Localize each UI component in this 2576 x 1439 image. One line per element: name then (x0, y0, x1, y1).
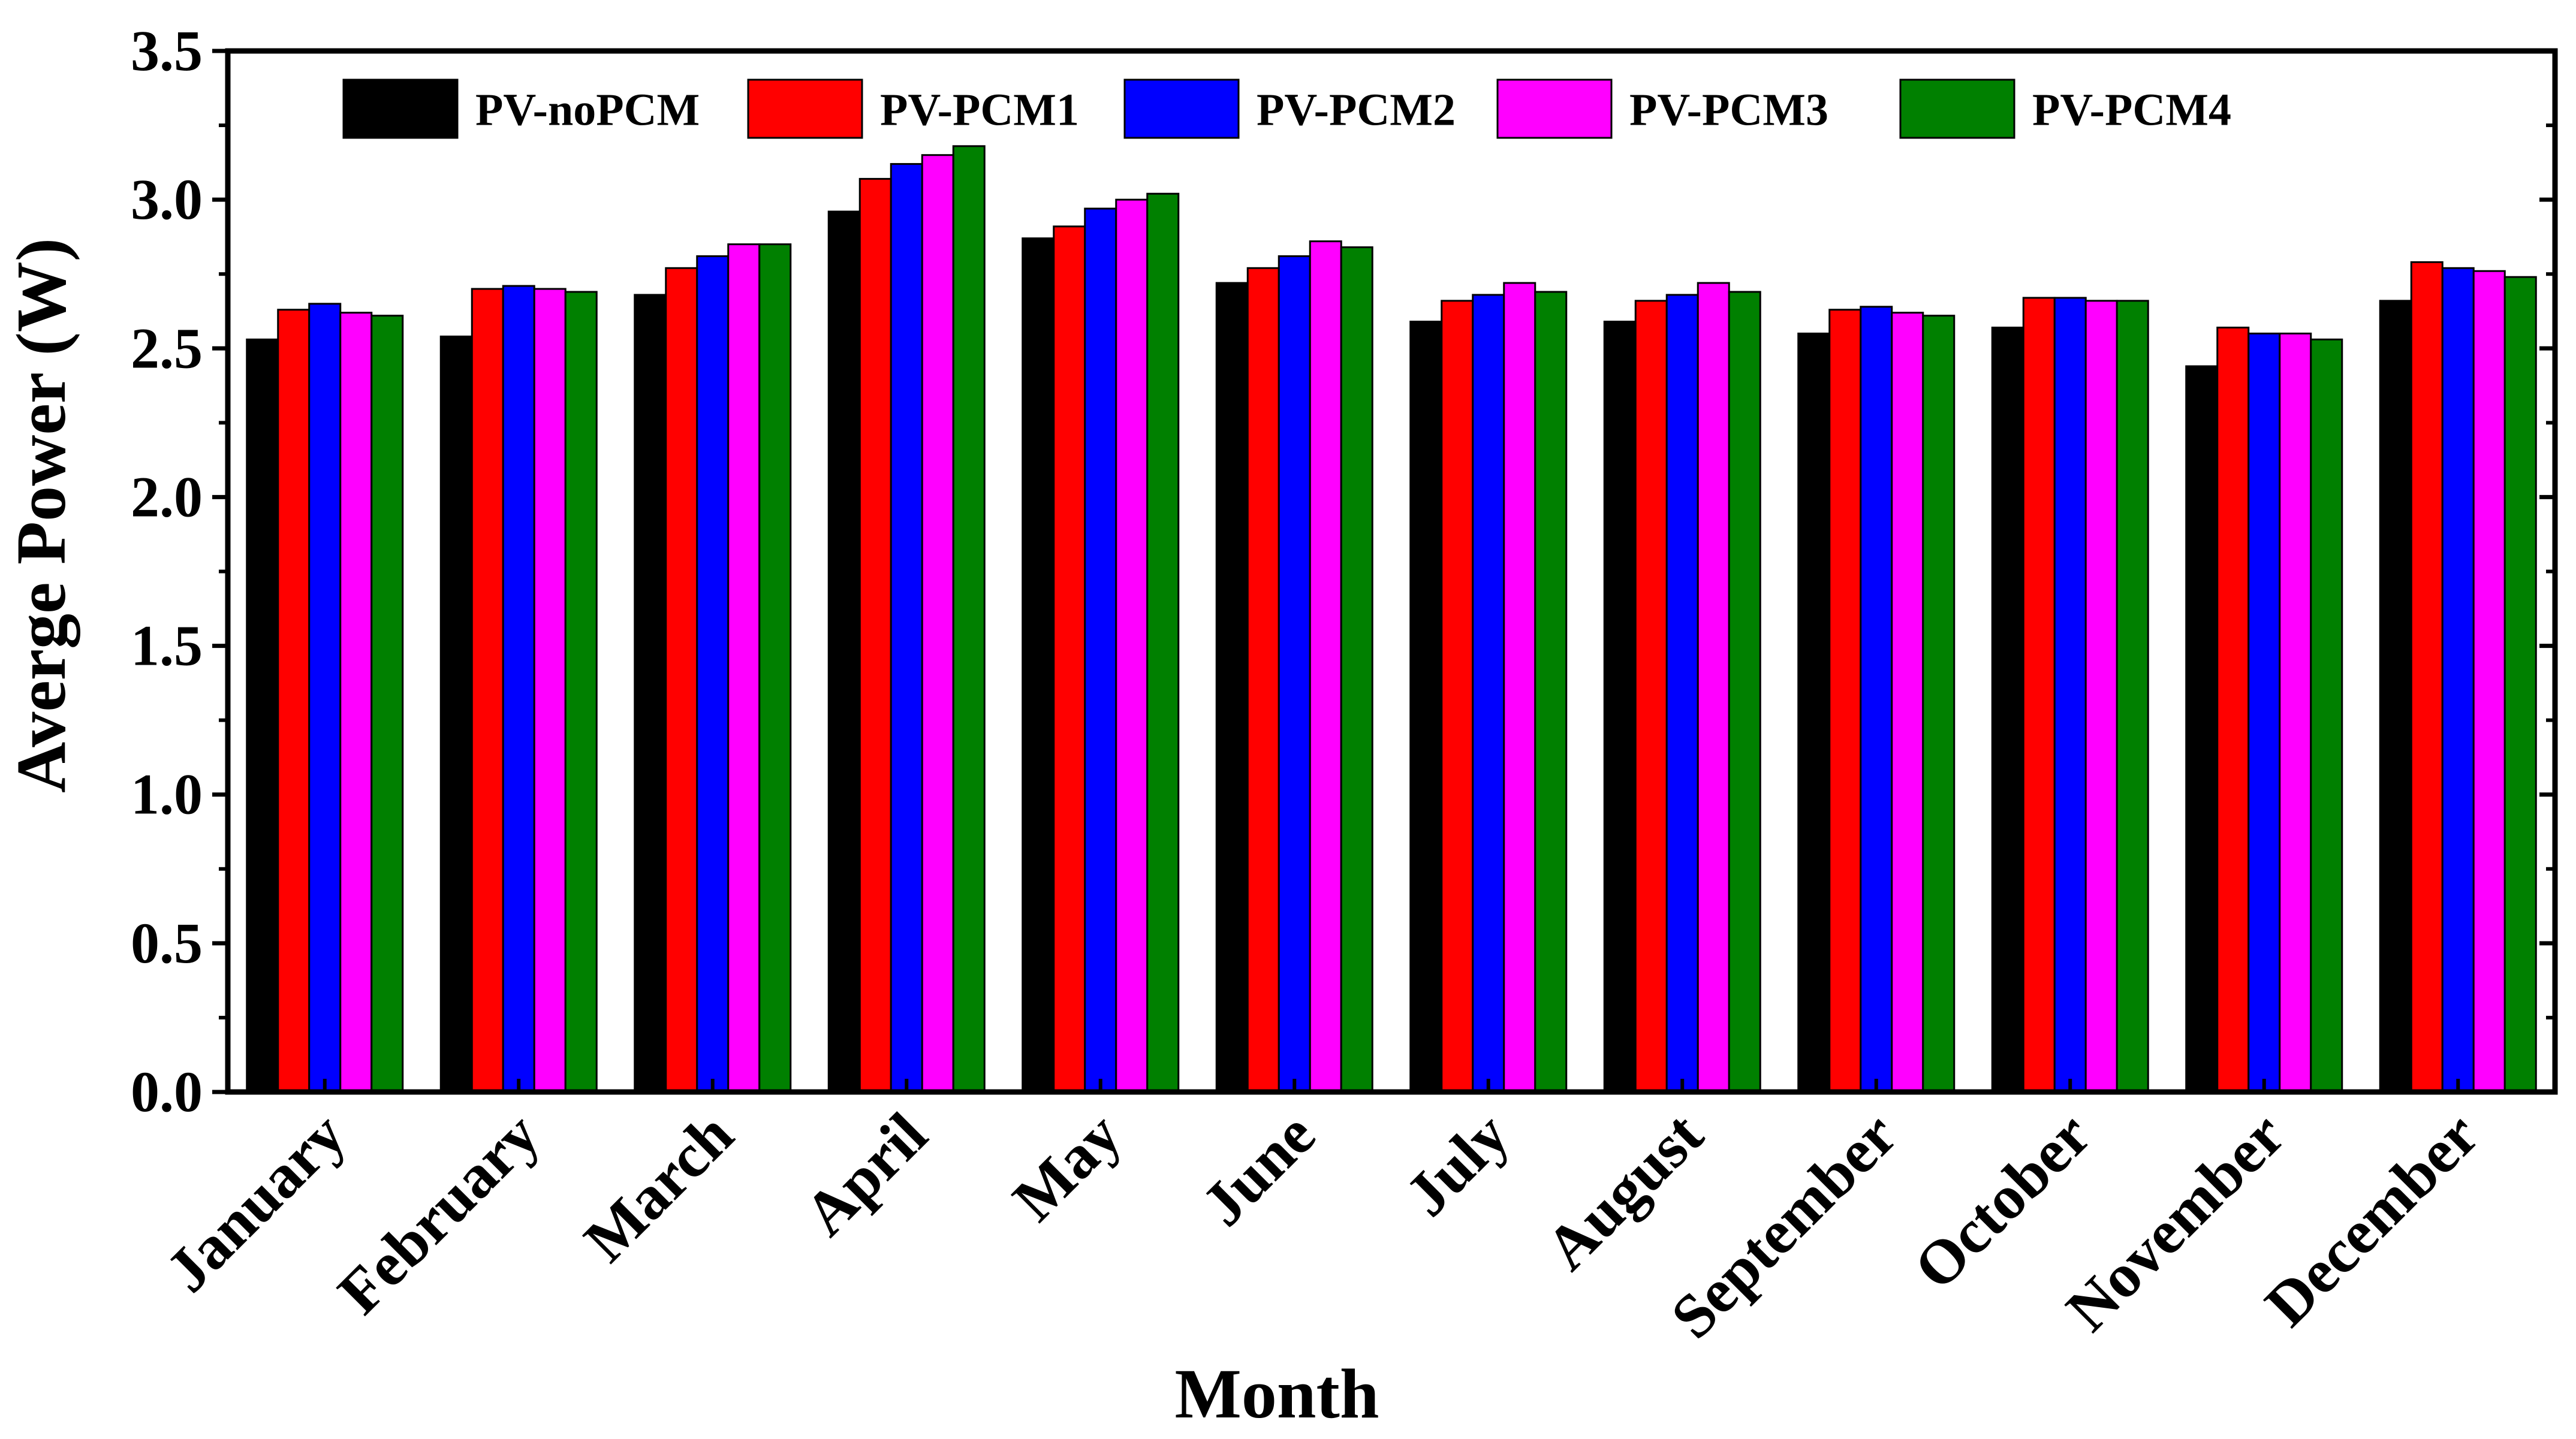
bar-pv-nopcm-october (1991, 327, 2024, 1093)
bar-pv-nopcm-june (1215, 282, 1249, 1093)
bar-pv-nopcm-february (439, 335, 473, 1093)
legend-swatch-pv-pcm3 (1496, 79, 1613, 139)
bar-pv-pcm2-april (890, 163, 923, 1093)
bar-pv-nopcm-december (2379, 300, 2412, 1093)
bar-pv-pcm2-march (696, 255, 730, 1093)
bar-pv-pcm4-july (1534, 291, 1568, 1093)
x-tick-label: July (1393, 1100, 1522, 1229)
bar-pv-pcm1-december (2410, 261, 2444, 1093)
bar-pv-nopcm-january (246, 338, 279, 1093)
y-axis-title: Averge Power (W) (2, 238, 80, 793)
bar-pv-pcm4-march (758, 243, 792, 1093)
y-tick-label: 3.0 (131, 167, 203, 231)
bar-pv-pcm2-may (1084, 207, 1117, 1093)
legend-swatch-pv-pcm4 (1899, 79, 2015, 139)
bar-pv-pcm3-december (2472, 270, 2506, 1093)
bars-layer (246, 145, 2537, 1093)
bar-pv-pcm1-april (858, 177, 892, 1093)
bar-pv-pcm3-january (339, 312, 373, 1093)
y-tick-label: 2.0 (131, 464, 203, 529)
y-tick-label: 1.0 (131, 762, 203, 826)
bar-pv-pcm1-january (277, 309, 311, 1093)
bar-pv-pcm2-september (1860, 306, 1893, 1093)
bar-pv-pcm3-october (2084, 300, 2118, 1093)
y-tick-label: 0.5 (131, 911, 203, 975)
y-tick-label: 3.5 (131, 19, 203, 83)
bar-pv-pcm3-may (1115, 198, 1149, 1093)
bar-pv-pcm3-november (2279, 332, 2312, 1093)
bar-pv-pcm1-february (471, 288, 504, 1093)
legend-label-pv-pcm3: PV-PCM3 (1629, 85, 1828, 135)
bar-pv-pcm3-june (1309, 240, 1342, 1093)
legend-swatch-pv-pcm2 (1123, 79, 1240, 139)
plot-frame (225, 48, 2558, 1095)
bar-pv-pcm2-november (2247, 332, 2281, 1093)
bar-pv-pcm1-october (2022, 297, 2056, 1093)
x-tick-label: January (153, 1100, 358, 1305)
y-tick-label: 2.5 (131, 316, 203, 380)
bar-pv-pcm4-june (1340, 246, 1373, 1093)
legend: PV-noPCM PV-PCM1 PV-PCM2 PV-PCM3 PV-PCM4 (342, 79, 2231, 139)
bar-pv-pcm3-september (1891, 312, 1924, 1093)
bar-pv-nopcm-march (634, 294, 667, 1093)
legend-swatch-pv-pcm1 (747, 79, 863, 139)
bar-pv-pcm2-december (2441, 267, 2475, 1093)
bar-pv-pcm1-march (665, 267, 698, 1093)
bar-pv-pcm4-january (370, 315, 404, 1093)
legend-label-pv-nopcm: PV-noPCM (475, 85, 700, 135)
x-tick-label: May (1000, 1100, 1134, 1234)
bar-pv-pcm2-february (502, 285, 535, 1093)
x-tick-label: August (1532, 1100, 1716, 1283)
y-tick-label: 0.0 (131, 1060, 203, 1124)
x-tick-label: February (325, 1100, 552, 1327)
bar-pv-pcm3-february (533, 288, 567, 1093)
legend-label-pv-pcm2: PV-PCM2 (1257, 85, 1456, 135)
bar-pv-nopcm-july (1409, 321, 1443, 1093)
bar-pv-pcm4-september (1922, 315, 1956, 1093)
bar-pv-pcm4-november (2310, 338, 2343, 1093)
bar-pv-pcm1-may (1053, 225, 1086, 1093)
bar-pv-nopcm-november (2185, 365, 2219, 1093)
x-axis-title: Month (1175, 1354, 1379, 1433)
legend-swatch-pv-nopcm (342, 79, 459, 139)
bar-pv-nopcm-september (1797, 332, 1831, 1093)
bar-pv-pcm1-november (2216, 327, 2250, 1093)
bar-pv-nopcm-april (827, 210, 861, 1093)
bar-pv-pcm4-august (1728, 291, 1761, 1093)
x-tick-label: June (1189, 1100, 1328, 1239)
bar-pv-pcm2-august (1665, 294, 1699, 1093)
bar-pv-pcm2-january (308, 303, 342, 1093)
bar-pv-nopcm-may (1022, 237, 1055, 1093)
bar-pv-pcm4-october (2116, 300, 2149, 1093)
x-tick-label: October (1901, 1100, 2104, 1303)
legend-label-pv-pcm4: PV-PCM4 (2032, 85, 2231, 135)
bar-pv-pcm2-october (2053, 297, 2087, 1093)
x-tick-label: April (791, 1100, 941, 1249)
bar-pv-pcm3-march (727, 243, 761, 1093)
bar-pv-pcm3-july (1503, 282, 1536, 1093)
bar-pv-pcm4-may (1146, 192, 1180, 1093)
x-tick-label: December (2252, 1100, 2492, 1340)
bar-pv-nopcm-august (1603, 321, 1637, 1093)
y-tick-label: 1.5 (131, 614, 203, 678)
bar-pv-pcm4-december (2503, 276, 2537, 1093)
x-tick-label: March (571, 1100, 746, 1275)
legend-label-pv-pcm1: PV-PCM1 (880, 85, 1079, 135)
bar-pv-pcm1-june (1246, 267, 1280, 1093)
bar-pv-pcm3-august (1697, 282, 1730, 1093)
bar-pv-pcm1-august (1634, 300, 1668, 1093)
bar-pv-pcm1-july (1441, 300, 1474, 1093)
bar-pv-pcm4-february (564, 291, 598, 1093)
bar-pv-pcm2-june (1278, 255, 1311, 1093)
bar-pv-pcm4-april (952, 145, 986, 1093)
bar-pv-pcm1-september (1828, 309, 1862, 1093)
bar-pv-pcm2-july (1472, 294, 1505, 1093)
bar-pv-pcm3-april (921, 154, 954, 1093)
